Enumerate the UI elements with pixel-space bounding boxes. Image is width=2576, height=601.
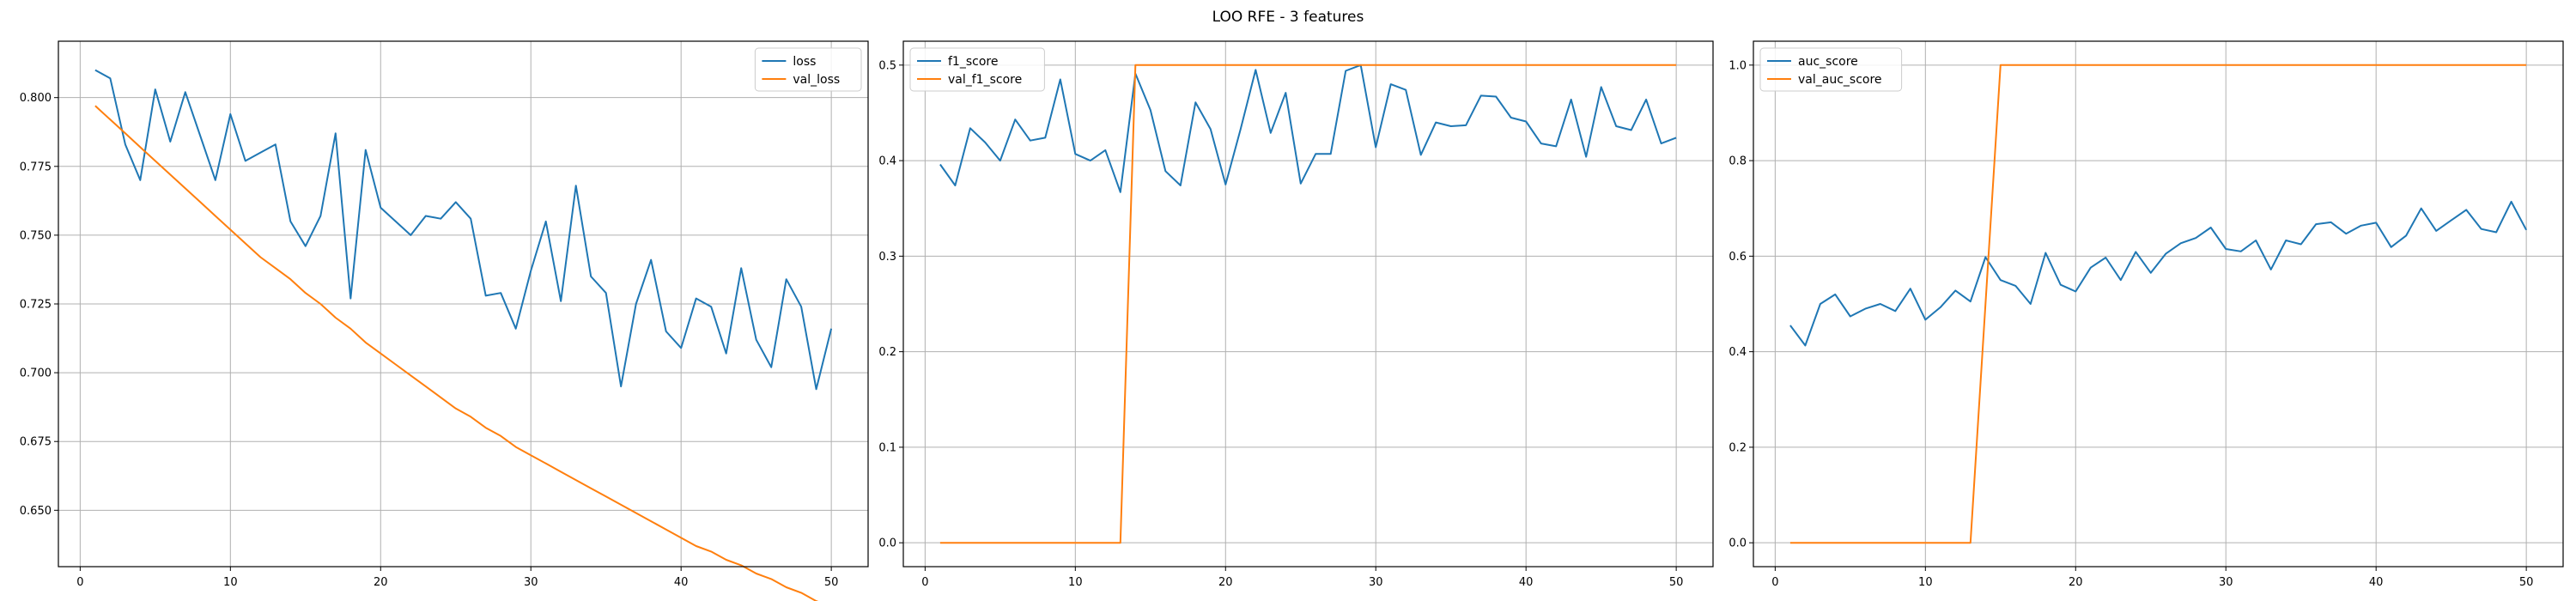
y-tick-label: 0.6 <box>1728 251 1747 264</box>
series-line-loss <box>94 69 833 391</box>
x-tick-label: 0 <box>76 576 83 589</box>
legend-label-loss: loss <box>793 55 816 69</box>
chart-panel-3: 0 10 20 30 40 50 0.0 0.2 0.4 0.6 0.8 1.0 auc_scoreva… <box>1728 40 2564 589</box>
chart-panel-1: 0 10 20 30 40 50 0.650 0.675 0.700 0.725 0.750 0.77… <box>20 40 869 601</box>
series-line-val_loss <box>94 105 819 601</box>
x-tick-label: 50 <box>2519 576 2534 589</box>
legend-box <box>909 47 1045 92</box>
y-tick-label: 0.4 <box>878 155 896 168</box>
y-tick-label: 0.2 <box>878 346 896 359</box>
y-tick-label: 1.0 <box>1728 59 1747 72</box>
y-tick-label: 0.8 <box>1728 155 1747 168</box>
series-line-val_f1_score <box>939 64 1677 544</box>
x-tick-label: 40 <box>2369 576 2384 589</box>
x-tick-label: 20 <box>374 576 388 589</box>
x-tick-label: 30 <box>524 576 538 589</box>
legend-label-auc_score: auc_score <box>1798 55 1858 69</box>
y-tick-label: 0.2 <box>1728 441 1747 454</box>
axes-frame <box>1753 40 2564 568</box>
legend-box <box>754 47 862 92</box>
x-tick-label: 40 <box>1519 576 1534 589</box>
x-tick-label: 30 <box>2219 576 2233 589</box>
y-tick-label: 0.775 <box>20 161 52 173</box>
x-tick-label: 50 <box>1669 576 1684 589</box>
x-tick-label: 0 <box>1771 576 1778 589</box>
x-tick-label: 10 <box>1918 576 1933 589</box>
y-tick-label: 0.0 <box>1728 537 1747 550</box>
y-tick-label: 0.3 <box>878 251 896 264</box>
x-tick-label: 0 <box>921 576 928 589</box>
figure-title: LOO RFE - 3 features <box>1212 9 1364 26</box>
legend-box <box>1759 47 1903 92</box>
y-tick-label: 0.700 <box>20 367 52 380</box>
x-tick-label: 20 <box>2069 576 2083 589</box>
legend-label-val_loss: val_loss <box>793 73 840 87</box>
series-line-f1_score <box>939 64 1677 193</box>
legend: auc_score val_auc_score <box>1759 47 1903 92</box>
x-tick-label: 40 <box>674 576 689 589</box>
legend: f1_score val_f1_score <box>909 47 1045 92</box>
legend-label-val_f1_score: val_f1_score <box>948 73 1022 87</box>
legend: loss val_loss <box>754 47 862 92</box>
legend-label-val_auc_score: val_auc_score <box>1798 73 1882 87</box>
y-tick-label: 0.800 <box>20 92 52 105</box>
y-tick-label: 0.0 <box>878 537 896 550</box>
x-tick-label: 20 <box>1218 576 1233 589</box>
legend-label-f1_score: f1_score <box>948 55 998 69</box>
series-line-val_auc_score <box>1789 64 2527 544</box>
x-tick-label: 50 <box>824 576 839 589</box>
series-line-auc_score <box>1789 200 2527 347</box>
y-tick-label: 0.650 <box>20 505 52 518</box>
y-tick-label: 0.4 <box>1728 346 1747 359</box>
y-tick-label: 0.675 <box>20 436 52 449</box>
axes-frame <box>902 40 1714 568</box>
x-tick-label: 30 <box>1369 576 1383 589</box>
y-tick-label: 0.725 <box>20 299 52 312</box>
x-tick-label: 10 <box>223 576 238 589</box>
y-tick-label: 0.750 <box>20 229 52 242</box>
y-tick-label: 0.5 <box>878 59 896 72</box>
y-tick-label: 0.1 <box>878 441 896 454</box>
chart-panel-2: 0 10 20 30 40 50 0.0 0.1 0.2 0.3 0.4 0.5 f1_scoreval… <box>878 40 1714 589</box>
x-tick-label: 10 <box>1068 576 1083 589</box>
